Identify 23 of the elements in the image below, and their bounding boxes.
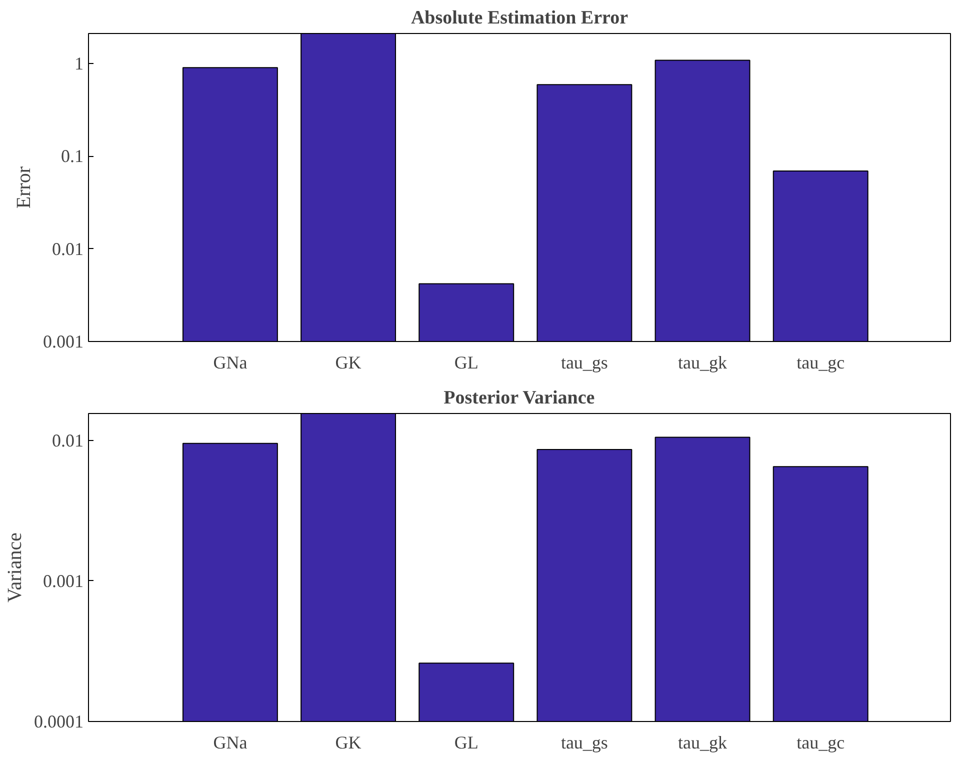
x-tick-label: GL — [454, 352, 478, 372]
y-tick-label: 0.01 — [52, 238, 84, 259]
x-tick-label: GNa — [213, 732, 248, 752]
x-tick-label: tau_gk — [678, 732, 728, 752]
x-tick-label: tau_gs — [560, 352, 608, 372]
x-tick-label: tau_gc — [796, 732, 845, 752]
y-axis-title: Error — [13, 166, 35, 209]
chart-title: Absolute Estimation Error — [410, 8, 629, 28]
y-tick-label: 0.1 — [61, 146, 84, 166]
y-tick-label: 0.001 — [43, 570, 84, 591]
x-tick-label: tau_gc — [796, 352, 845, 372]
x-tick-label: GL — [454, 732, 478, 752]
y-tick-label: 1 — [74, 53, 84, 74]
y-tick-label: 0.001 — [43, 332, 84, 352]
y-tick-label: 0.0001 — [34, 712, 84, 732]
y-axis-title: Variance — [4, 532, 26, 602]
x-tick-label: GNa — [213, 352, 248, 372]
x-tick-label: GK — [335, 732, 362, 752]
chart-title: Posterior Variance — [444, 388, 595, 408]
x-tick-label: tau_gs — [560, 732, 608, 752]
x-tick-label: GK — [335, 352, 362, 372]
y-tick-label: 0.01 — [52, 430, 84, 450]
x-tick-label: tau_gk — [678, 352, 728, 372]
